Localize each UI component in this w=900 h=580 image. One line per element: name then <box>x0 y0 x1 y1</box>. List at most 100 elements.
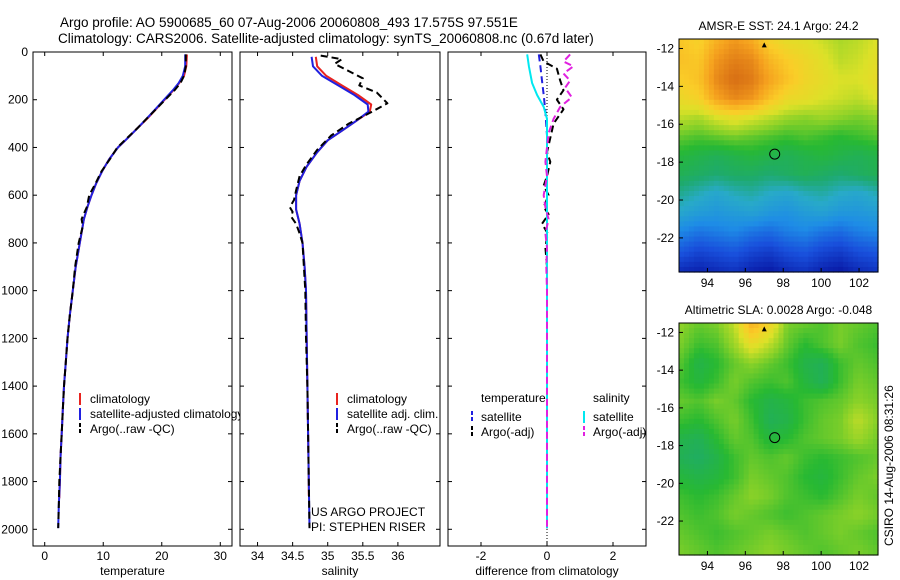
sst-heatmap-cell <box>733 251 740 258</box>
sla-heatmap-cell <box>808 358 814 364</box>
sla-heatmap-cell <box>858 484 864 491</box>
sla-heatmap-cell <box>748 393 755 400</box>
sst-heatmap-cell <box>683 251 690 258</box>
sst-heatmap-cell <box>723 114 730 121</box>
sla-heatmap-cell <box>748 504 755 511</box>
sla-heatmap-cell <box>858 514 864 521</box>
sst-heatmap-cell <box>808 211 814 217</box>
sst-heatmap-cell <box>753 44 760 50</box>
sst-heatmap-cell <box>798 261 804 268</box>
sst-heatmap-cell <box>768 185 775 192</box>
sla-heatmap-cell <box>773 464 780 470</box>
sla-heatmap-cell <box>683 338 690 344</box>
sst-heatmap-cell <box>679 160 685 167</box>
sla-heatmap-cell <box>778 368 785 375</box>
sla-map-panel: 94 96 98 100 102-12-14-16-18-20-22Altimetric… <box>657 303 879 573</box>
sst-heatmap-cell <box>723 74 730 81</box>
sla-heatmap-cell <box>738 403 745 410</box>
sla-heatmap-cell <box>818 539 824 546</box>
sst-heatmap-cell <box>818 206 824 212</box>
sla-heatmap-cell <box>803 479 809 485</box>
sst-heatmap-cell <box>679 185 685 192</box>
sst-heatmap-cell <box>758 196 765 202</box>
sla-heatmap-cell <box>698 363 705 369</box>
sst-heatmap-cell <box>838 140 844 146</box>
sst-heatmap-cell <box>843 54 849 60</box>
sla-heatmap-cell <box>813 358 819 364</box>
sla-heatmap-cell <box>863 509 869 516</box>
sla-heatmap-cell <box>703 333 710 339</box>
sst-heatmap-cell <box>693 190 700 197</box>
sst-heatmap-cell <box>873 120 879 126</box>
sst-heatmap-cell <box>748 251 755 258</box>
sst-heatmap-cell <box>773 226 780 233</box>
sla-heatmap-cell <box>723 539 730 546</box>
sst-heatmap-cell <box>693 49 700 55</box>
sla-heatmap-cell <box>798 439 804 445</box>
sla-heatmap-cell <box>863 423 869 430</box>
sst-heatmap-cell <box>763 64 770 70</box>
sla-heatmap-cell <box>803 529 809 536</box>
sst-heatmap-cell <box>728 94 735 101</box>
sla-heatmap-cell <box>733 524 740 531</box>
sst-heatmap-cell <box>788 130 795 136</box>
sst-heatmap-cell <box>808 135 814 141</box>
sla-heatmap-cell <box>758 423 765 430</box>
sst-heatmap-cell <box>718 109 725 116</box>
sla-heatmap-cell <box>813 398 819 405</box>
sla-heatmap-cell <box>733 479 740 485</box>
sst-heatmap-cell <box>758 236 765 243</box>
sst-heatmap-cell <box>738 54 745 60</box>
sla-heatmap-cell <box>853 469 859 475</box>
sla-heatmap-cell <box>768 428 775 435</box>
sst-heatmap-cell <box>863 226 869 233</box>
sla-heatmap-cell <box>818 504 824 511</box>
sla-heatmap-cell <box>763 539 770 546</box>
sst-heatmap-cell <box>768 59 775 65</box>
sst-heatmap-cell <box>788 145 795 152</box>
sst-heatmap-cell <box>858 64 864 70</box>
sla-heatmap-cell <box>808 398 814 405</box>
sst-heatmap-cell <box>758 79 765 86</box>
sla-heatmap-cell <box>818 368 824 375</box>
sst-heatmap-cell <box>803 185 809 192</box>
sla-heatmap-cell <box>748 413 755 420</box>
sst-heatmap-cell <box>788 190 795 197</box>
sla-heatmap-cell <box>753 469 760 475</box>
sla-heatmap-cell <box>753 444 760 450</box>
sla-heatmap-cell <box>833 539 839 546</box>
sst-heatmap-cell <box>828 206 834 212</box>
sla-heatmap-cell <box>858 454 864 460</box>
sst-heatmap-cell <box>723 125 730 131</box>
sst-heatmap-cell <box>738 226 745 233</box>
sla-heatmap-cell <box>813 449 819 455</box>
sla-heatmap-cell <box>743 459 750 465</box>
sst-heatmap-cell <box>838 79 844 86</box>
sla-heatmap-cell <box>738 323 745 329</box>
sla-heatmap-cell <box>873 343 879 349</box>
sst-heatmap-cell <box>708 114 715 121</box>
sst-heatmap-cell <box>728 130 735 136</box>
sla-heatmap-cell <box>858 338 864 344</box>
sst-heatmap-cell <box>808 190 814 197</box>
sla-heatmap-cell <box>823 333 829 339</box>
sst-heatmap-cell <box>723 94 730 101</box>
sla-heatmap-cell <box>833 383 839 390</box>
sla-heatmap-cell <box>803 444 809 450</box>
sla-heatmap-cell <box>738 449 745 455</box>
sst-heatmap-cell <box>703 130 710 136</box>
sst-heatmap-cell <box>728 74 735 81</box>
sst-heatmap-cell <box>723 165 730 172</box>
sst-heatmap-cell <box>813 99 819 106</box>
sst-heatmap-cell <box>768 44 775 50</box>
sst-heatmap-cell <box>728 251 735 258</box>
sst-heatmap-cell <box>753 241 760 248</box>
sst-heatmap-cell <box>788 140 795 146</box>
salinity-panel: 34 34.5 35 35.5 36salinityclimatologysatelli… <box>239 51 441 578</box>
sst-heatmap-cell <box>768 104 775 111</box>
sla-heatmap-cell <box>858 358 864 364</box>
sla-heatmap-cell <box>748 338 755 344</box>
temperature-legend-label: climatology <box>90 392 150 406</box>
sst-heatmap-cell <box>768 246 775 253</box>
sst-heatmap-cell <box>823 84 829 91</box>
